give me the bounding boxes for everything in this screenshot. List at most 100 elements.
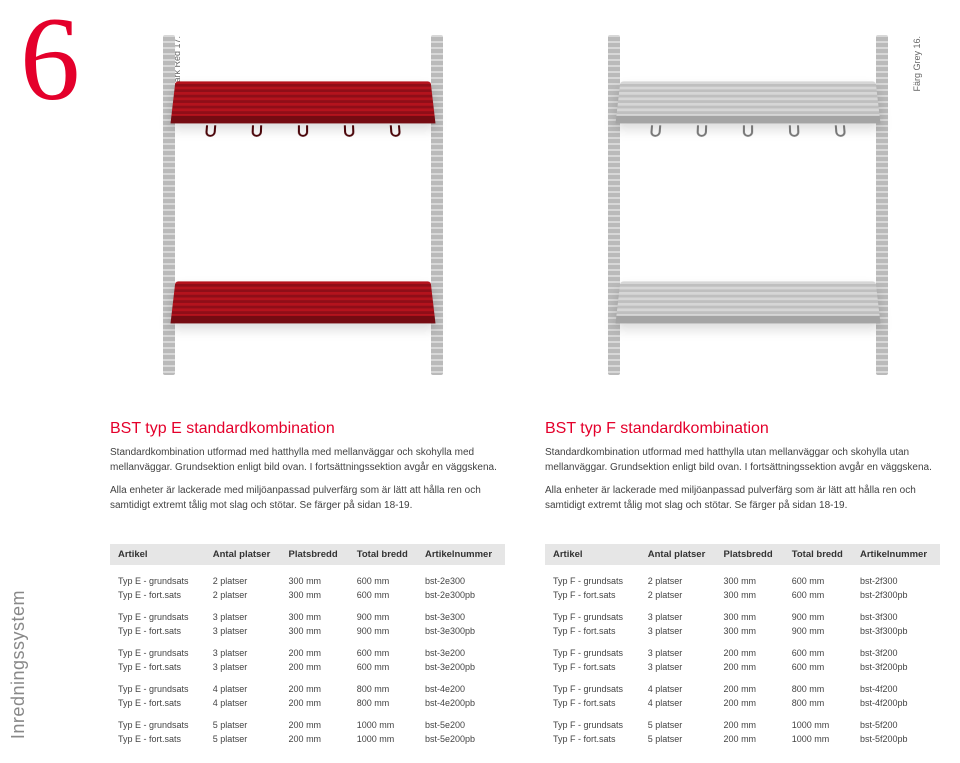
table-cell: 4 platser [213,683,289,697]
table-row-group: Typ E - grundsats3 platser300 mm900 mmbs… [110,611,505,638]
table-cell: 900 mm [792,611,860,625]
table-cell: 600 mm [792,575,860,589]
shelf-illustration-grey [608,35,888,375]
table-cell: 4 platser [648,683,724,697]
table-cell: 1000 mm [357,733,425,747]
table-cell: 1000 mm [792,719,860,733]
heading-bst-e: BST typ E standardkombination [110,420,505,438]
table-cell: 5 platser [648,719,724,733]
heading-main: BST typ E [110,420,186,437]
table-cell: Typ F - grundsats [553,719,648,733]
product-images-row: Färg Dark Red 17. Färg Grey 16. [110,20,940,390]
table-cell: 200 mm [289,733,357,747]
image-color-label-right: Färg Grey 16. [912,36,922,92]
table-cell: 200 mm [289,661,357,675]
table-bst-f: ArtikelAntal platserPlatsbreddTotal bred… [545,544,940,755]
table-row-group: Typ F - grundsats3 platser300 mm900 mmbs… [545,611,940,638]
table-cell: bst-3e200pb [425,661,497,675]
table-row-group: Typ E - grundsats2 platser300 mm600 mmbs… [110,575,505,602]
table-cell: Typ E - fort.sats [118,661,213,675]
table-cell: 600 mm [357,589,425,603]
table-row-group: Typ F - grundsats3 platser200 mm600 mmbs… [545,647,940,674]
table-cell: 2 platser [213,575,289,589]
table-cell: 200 mm [724,697,792,711]
table-bst-e: ArtikelAntal platserPlatsbreddTotal bred… [110,544,505,755]
table-cell: 200 mm [289,683,357,697]
table-cell: 3 platser [213,611,289,625]
table-cell: bst-3f300pb [860,625,932,639]
table-row: Typ E - grundsats5 platser200 mm1000 mmb… [110,719,505,733]
table-header-cell: Artikel [553,549,648,560]
heading-main: BST typ F [545,420,620,437]
table-row: Typ E - fort.sats5 platser200 mm1000 mmb… [110,733,505,747]
table-cell: Typ F - fort.sats [553,733,648,747]
table-cell: 600 mm [792,647,860,661]
table-row-group: Typ E - grundsats5 platser200 mm1000 mmb… [110,719,505,746]
table-cell: 800 mm [357,683,425,697]
table-row: Typ E - grundsats3 platser200 mm600 mmbs… [110,647,505,661]
table-cell: bst-5e200 [425,719,497,733]
table-cell: 300 mm [724,625,792,639]
table-cell: Typ E - grundsats [118,647,213,661]
table-cell: Typ E - fort.sats [118,697,213,711]
table-row: Typ F - fort.sats4 platser200 mm800 mmbs… [545,697,940,711]
table-cell: 2 platser [213,589,289,603]
table-cell: bst-3f200pb [860,661,932,675]
table-cell: 300 mm [289,589,357,603]
table-row-group: Typ F - grundsats4 platser200 mm800 mmbs… [545,683,940,710]
table-row-group: Typ E - grundsats3 platser200 mm600 mmbs… [110,647,505,674]
table-cell: bst-3e200 [425,647,497,661]
table-cell: 3 platser [648,661,724,675]
page-number: 6 [20,0,80,128]
table-cell: 3 platser [648,647,724,661]
table-header-cell: Artikelnummer [860,549,932,560]
product-image-e: Färg Dark Red 17. [110,20,495,390]
table-cell: bst-4e200pb [425,697,497,711]
table-cell: 300 mm [289,611,357,625]
table-cell: bst-3f300 [860,611,932,625]
shelf-illustration-red [163,35,443,375]
table-cell: 200 mm [724,661,792,675]
table-row-group: Typ F - grundsats5 platser200 mm1000 mmb… [545,719,940,746]
table-cell: 200 mm [289,697,357,711]
table-cell: bst-4f200pb [860,697,932,711]
table-cell: bst-5e200pb [425,733,497,747]
table-cell: Typ F - fort.sats [553,625,648,639]
table-cell: bst-5f200pb [860,733,932,747]
table-cell: 3 platser [213,647,289,661]
table-cell: 300 mm [724,611,792,625]
table-header-cell: Antal platser [213,549,289,560]
table-row: Typ F - grundsats2 platser300 mm600 mmbs… [545,575,940,589]
table-cell: 600 mm [792,661,860,675]
table-cell: 300 mm [724,575,792,589]
table-row: Typ F - fort.sats3 platser300 mm900 mmbs… [545,625,940,639]
table-cell: Typ E - fort.sats [118,733,213,747]
table-header-cell: Total bredd [357,549,425,560]
table-cell: 300 mm [289,575,357,589]
table-cell: bst-2e300pb [425,589,497,603]
table-row: Typ F - grundsats4 platser200 mm800 mmbs… [545,683,940,697]
description-left: BST typ E standardkombination Standardko… [110,420,505,522]
table-cell: 600 mm [357,647,425,661]
table-cell: Typ E - grundsats [118,575,213,589]
table-header-cell: Platsbredd [724,549,792,560]
paragraph: Alla enheter är lackerade med miljöanpas… [545,484,940,513]
table-cell: 900 mm [792,625,860,639]
table-cell: 200 mm [724,719,792,733]
table-cell: 2 platser [648,575,724,589]
table-cell: 900 mm [357,611,425,625]
table-cell: 600 mm [357,661,425,675]
table-row: Typ F - fort.sats2 platser300 mm600 mmbs… [545,589,940,603]
table-cell: bst-4e200 [425,683,497,697]
page-content: Färg Dark Red 17. Färg Grey 16. [110,20,940,743]
table-cell: 200 mm [724,733,792,747]
table-cell: 2 platser [648,589,724,603]
table-cell: 800 mm [792,683,860,697]
table-cell: Typ F - fort.sats [553,697,648,711]
heading-sub: standardkombination [186,420,335,437]
description-row: BST typ E standardkombination Standardko… [110,420,940,522]
table-cell: 5 platser [213,719,289,733]
table-cell: Typ F - grundsats [553,647,648,661]
table-row: Typ F - grundsats5 platser200 mm1000 mmb… [545,719,940,733]
table-cell: 300 mm [724,589,792,603]
